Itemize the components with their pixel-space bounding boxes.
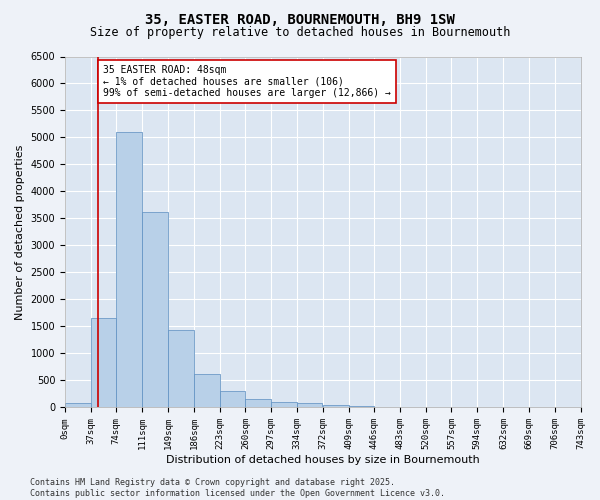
- Bar: [169, 330, 194, 407]
- Bar: [349, 406, 374, 407]
- Bar: [194, 374, 220, 408]
- Text: 35, EASTER ROAD, BOURNEMOUTH, BH9 1SW: 35, EASTER ROAD, BOURNEMOUTH, BH9 1SW: [145, 12, 455, 26]
- Bar: [91, 318, 116, 408]
- Text: 35 EASTER ROAD: 48sqm
← 1% of detached houses are smaller (106)
99% of semi-deta: 35 EASTER ROAD: 48sqm ← 1% of detached h…: [103, 64, 391, 98]
- Bar: [245, 399, 271, 407]
- Bar: [297, 403, 322, 407]
- Bar: [65, 404, 91, 407]
- Bar: [271, 402, 297, 407]
- X-axis label: Distribution of detached houses by size in Bournemouth: Distribution of detached houses by size …: [166, 455, 479, 465]
- Text: Size of property relative to detached houses in Bournemouth: Size of property relative to detached ho…: [90, 26, 510, 39]
- Bar: [142, 212, 168, 408]
- Bar: [323, 404, 349, 407]
- Y-axis label: Number of detached properties: Number of detached properties: [15, 144, 25, 320]
- Text: Contains HM Land Registry data © Crown copyright and database right 2025.
Contai: Contains HM Land Registry data © Crown c…: [30, 478, 445, 498]
- Bar: [116, 132, 142, 407]
- Bar: [220, 390, 245, 407]
